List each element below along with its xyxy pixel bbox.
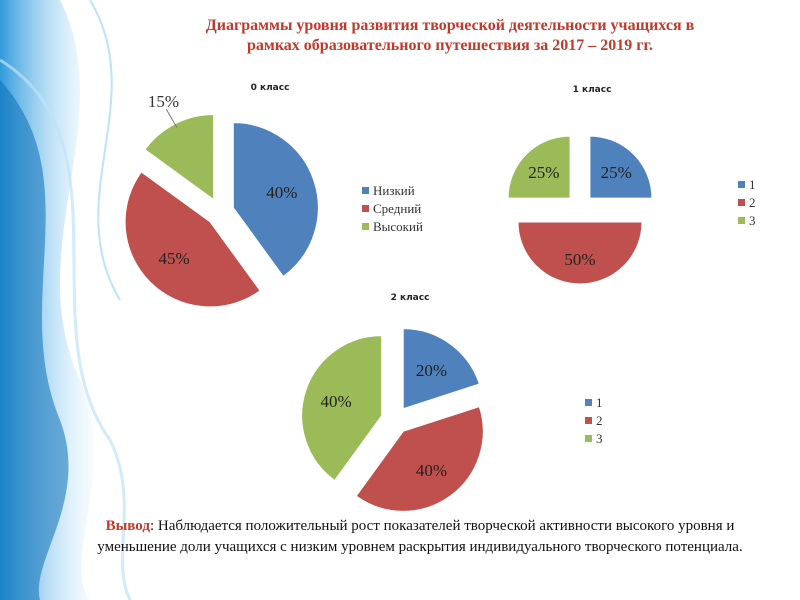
chart-title: 0 класс <box>251 83 290 93</box>
chart-title: 2 класс <box>391 293 430 303</box>
value-label: 40% <box>416 461 447 480</box>
legend-swatch <box>738 199 745 206</box>
legend-label: 2 <box>596 413 603 428</box>
legend-label: Средний <box>373 201 421 216</box>
legend-swatch <box>362 223 369 230</box>
legend-swatch <box>585 399 592 406</box>
decor-wave <box>89 0 121 301</box>
value-label: 25% <box>528 163 559 182</box>
legend-label: Высокий <box>373 219 423 234</box>
value-label: 45% <box>158 249 189 268</box>
legend-swatch <box>738 217 745 224</box>
leader-line <box>165 108 178 128</box>
legend-swatch <box>585 417 592 424</box>
legend-label: 1 <box>749 177 756 192</box>
value-label: 50% <box>564 250 595 269</box>
title-line: рамках образовательного путешествия за 2… <box>247 37 653 54</box>
conclusion-label: Вывод <box>105 518 150 534</box>
conclusion: Вывод: Наблюдается положительный рост по… <box>70 516 770 558</box>
legend-label: 3 <box>749 213 756 228</box>
legend-label: 3 <box>596 431 603 446</box>
value-label: 25% <box>601 163 632 182</box>
pie-slice <box>124 171 261 308</box>
value-label: 15% <box>148 92 179 111</box>
legend-label: 1 <box>596 395 603 410</box>
legend-swatch <box>362 205 369 212</box>
decor-wave <box>0 58 132 600</box>
chart-title: 1 класс <box>573 85 612 95</box>
decor-wave <box>0 80 69 600</box>
legend-label: Низкий <box>373 183 415 198</box>
slide-title: Диаграммы уровня развития творческой дея… <box>120 16 780 56</box>
title-line: Диаграммы уровня развития творческой дея… <box>205 17 695 34</box>
legend-swatch <box>362 187 369 194</box>
pie-slice <box>355 405 484 512</box>
legend-swatch <box>585 435 592 442</box>
value-label: 40% <box>320 392 351 411</box>
pie-slice <box>589 135 653 199</box>
value-label: 40% <box>266 183 297 202</box>
pie-slice <box>517 221 643 285</box>
conclusion-text: : Наблюдается положительный рост показат… <box>97 518 743 555</box>
legend-swatch <box>738 181 745 188</box>
pie-slice <box>232 122 319 278</box>
pie-slice <box>301 335 383 482</box>
pie-slice <box>507 135 571 199</box>
value-label: 20% <box>416 361 447 380</box>
legend-label: 2 <box>749 195 756 210</box>
pie-slice <box>402 328 480 410</box>
